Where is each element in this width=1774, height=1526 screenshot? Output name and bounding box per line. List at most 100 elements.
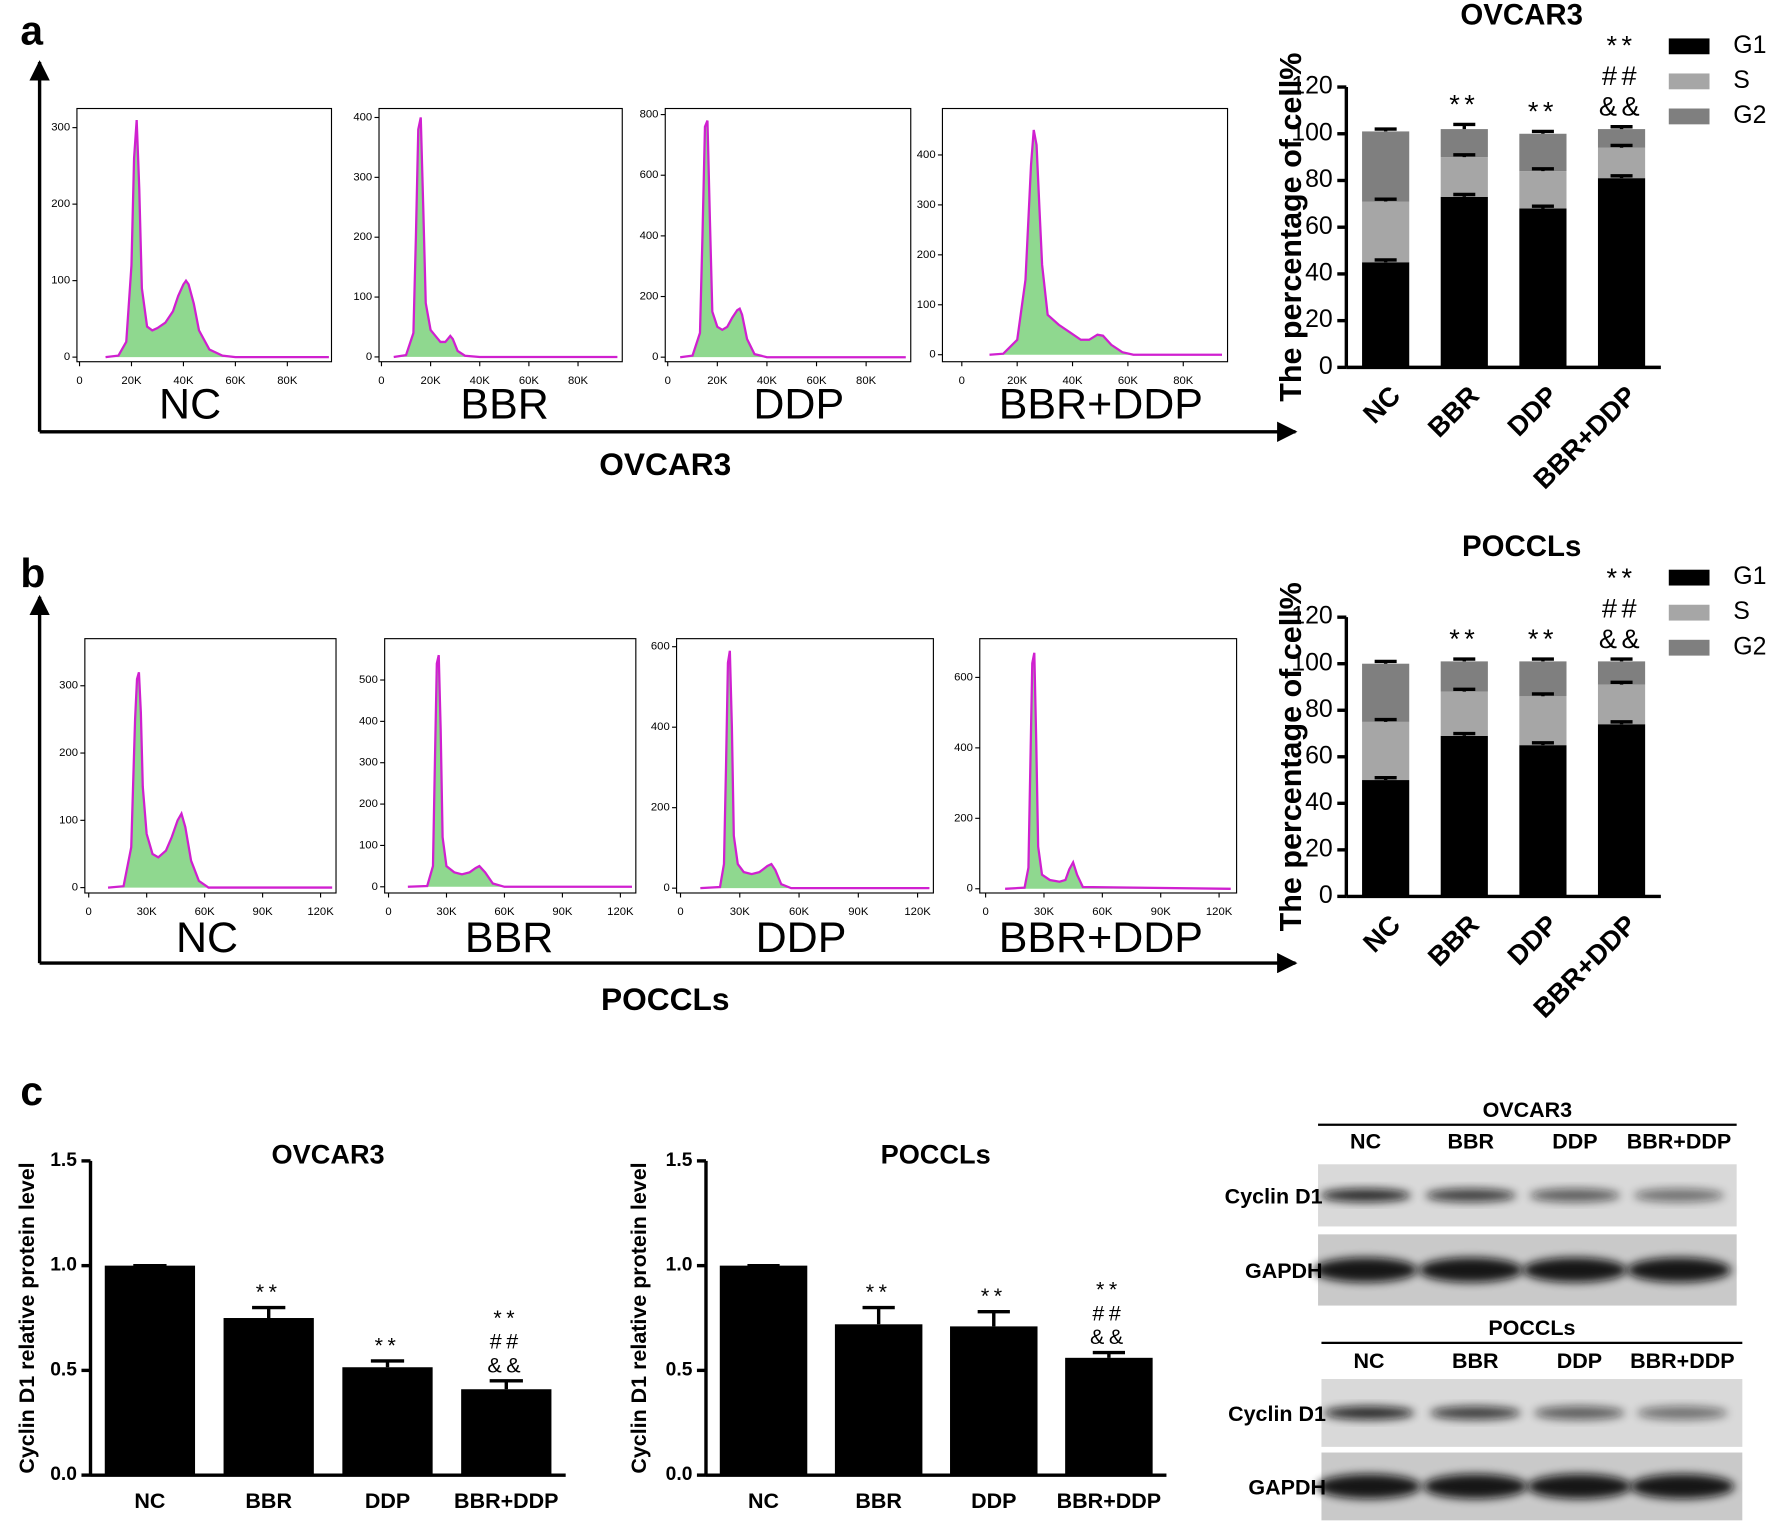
y-tick-label: 400 [353, 111, 372, 123]
y-tick-label: 1.5 [50, 1150, 77, 1171]
bar [461, 1389, 552, 1476]
y-tick-label: 800 [640, 109, 659, 121]
lane-label: DDP [1552, 1129, 1597, 1153]
y-tick-label: 100 [1291, 118, 1333, 146]
x-tick-label: 120K [1206, 906, 1233, 918]
x-tick-label: BBR [855, 1489, 902, 1513]
y-tick-label: 300 [59, 680, 78, 692]
y-tick-label: 60 [1305, 212, 1333, 240]
error-bar [1453, 657, 1476, 662]
x-tick-label: 90K [848, 906, 869, 918]
y-tick-label: 300 [51, 122, 70, 134]
x-tick-label: 40K [1062, 375, 1083, 387]
y-tick-label: 20 [1305, 305, 1333, 333]
significance-mark: ** [866, 1280, 892, 1304]
x-tick-label: 40K [757, 375, 778, 387]
legend-swatch [1668, 639, 1710, 656]
y-tick-label: 0 [929, 349, 935, 361]
lane-label: BBR [1452, 1349, 1499, 1373]
significance-mark: ## [1602, 60, 1641, 91]
x-tick-label: 120K [904, 906, 931, 918]
bar-segment [1597, 147, 1646, 179]
significance-mark: ** [1528, 623, 1558, 654]
x-tick-label: 60K [1118, 375, 1139, 387]
bar-segment [1519, 133, 1567, 172]
bar-segment [1440, 661, 1488, 692]
x-tick-label: BBR+DDP [454, 1489, 558, 1513]
bar [342, 1367, 433, 1476]
error-bar [1531, 204, 1554, 209]
bar [1065, 1357, 1153, 1476]
y-tick-label: 0.0 [50, 1464, 77, 1485]
error-bar [1453, 687, 1476, 692]
y-tick-label: 1.0 [666, 1255, 693, 1276]
x-tick-label: 20K [707, 375, 728, 387]
bar-segment [1597, 661, 1646, 685]
significance-mark: ## [1092, 1301, 1125, 1325]
blot-title: OVCAR3 [1483, 1098, 1573, 1122]
error-bar [1374, 127, 1397, 132]
y-tick-label: 100 [59, 814, 78, 826]
legend-label: G1 [1733, 31, 1766, 59]
blot-band [1637, 1406, 1728, 1420]
histogram-line [989, 129, 1223, 356]
bar-segment [1519, 661, 1567, 697]
panel-label: a [20, 8, 43, 54]
x-tick-label: NC [134, 1489, 165, 1513]
significance-mark: && [1599, 91, 1644, 122]
plot-frame [979, 638, 1238, 894]
bar [104, 1265, 196, 1476]
blot-band [1423, 1474, 1528, 1499]
error-bar [1610, 125, 1633, 130]
y-tick-label: 400 [640, 230, 659, 242]
significance-mark: ** [1449, 88, 1479, 119]
sample-label: BBR+DDP [999, 380, 1203, 428]
x-tick-label: 80K [568, 375, 589, 387]
bar-segment [1362, 262, 1410, 368]
y-tick-label: 0 [366, 351, 372, 363]
significance-mark: ** [1606, 30, 1636, 61]
y-tick-label: 0.5 [50, 1359, 77, 1380]
x-tick-label: 60K [1092, 906, 1113, 918]
error-bar [1374, 717, 1397, 722]
bar-segment [1440, 691, 1488, 736]
y-tick-label: 120 [1291, 602, 1333, 630]
error-bar [977, 1310, 1010, 1327]
histogram-line [107, 672, 333, 889]
x-tick-label: DDP [365, 1489, 410, 1513]
x-tick-label: 40K [173, 375, 194, 387]
y-tick-label: 40 [1305, 788, 1333, 816]
y-tick-label: 0.5 [666, 1359, 693, 1380]
plot-frame [76, 107, 333, 363]
x-tick-label: 80K [1173, 375, 1194, 387]
legend-label: G1 [1733, 562, 1766, 590]
blot-band [1425, 1188, 1517, 1203]
bar-segment [1362, 131, 1410, 202]
lane-label: BBR+DDP [1630, 1349, 1734, 1373]
y-tick-label: 200 [359, 798, 378, 810]
x-tick-label: 60K [789, 906, 810, 918]
bar-segment [1519, 171, 1567, 209]
y-tick-label: 80 [1305, 695, 1333, 723]
blot-row-label: GAPDH [1245, 1259, 1323, 1283]
plot-frame [675, 638, 934, 894]
y-axis-title: Cyclin D1 relative protein level [15, 1162, 39, 1473]
significance-mark: && [1599, 623, 1644, 654]
x-tick-label: 0 [76, 375, 82, 387]
x-tick-label: 0 [378, 375, 384, 387]
y-tick-label: 200 [353, 231, 372, 243]
x-tick-label: 0 [677, 906, 683, 918]
error-bar [1453, 731, 1476, 736]
y-tick-label: 200 [917, 249, 936, 261]
histogram-line [700, 650, 930, 890]
x-tick-label: DDP [971, 1489, 1016, 1513]
error-bar [1610, 720, 1633, 725]
blot-title: POCCLs [1488, 1316, 1575, 1340]
significance-mark: ** [1096, 1278, 1122, 1302]
y-tick-label: 400 [917, 149, 936, 161]
y-tick-label: 0 [1319, 352, 1333, 380]
bar-segment [1362, 201, 1410, 263]
significance-mark: ## [1602, 592, 1641, 623]
x-tick-label: 90K [253, 906, 274, 918]
blot-band [1313, 1257, 1418, 1283]
